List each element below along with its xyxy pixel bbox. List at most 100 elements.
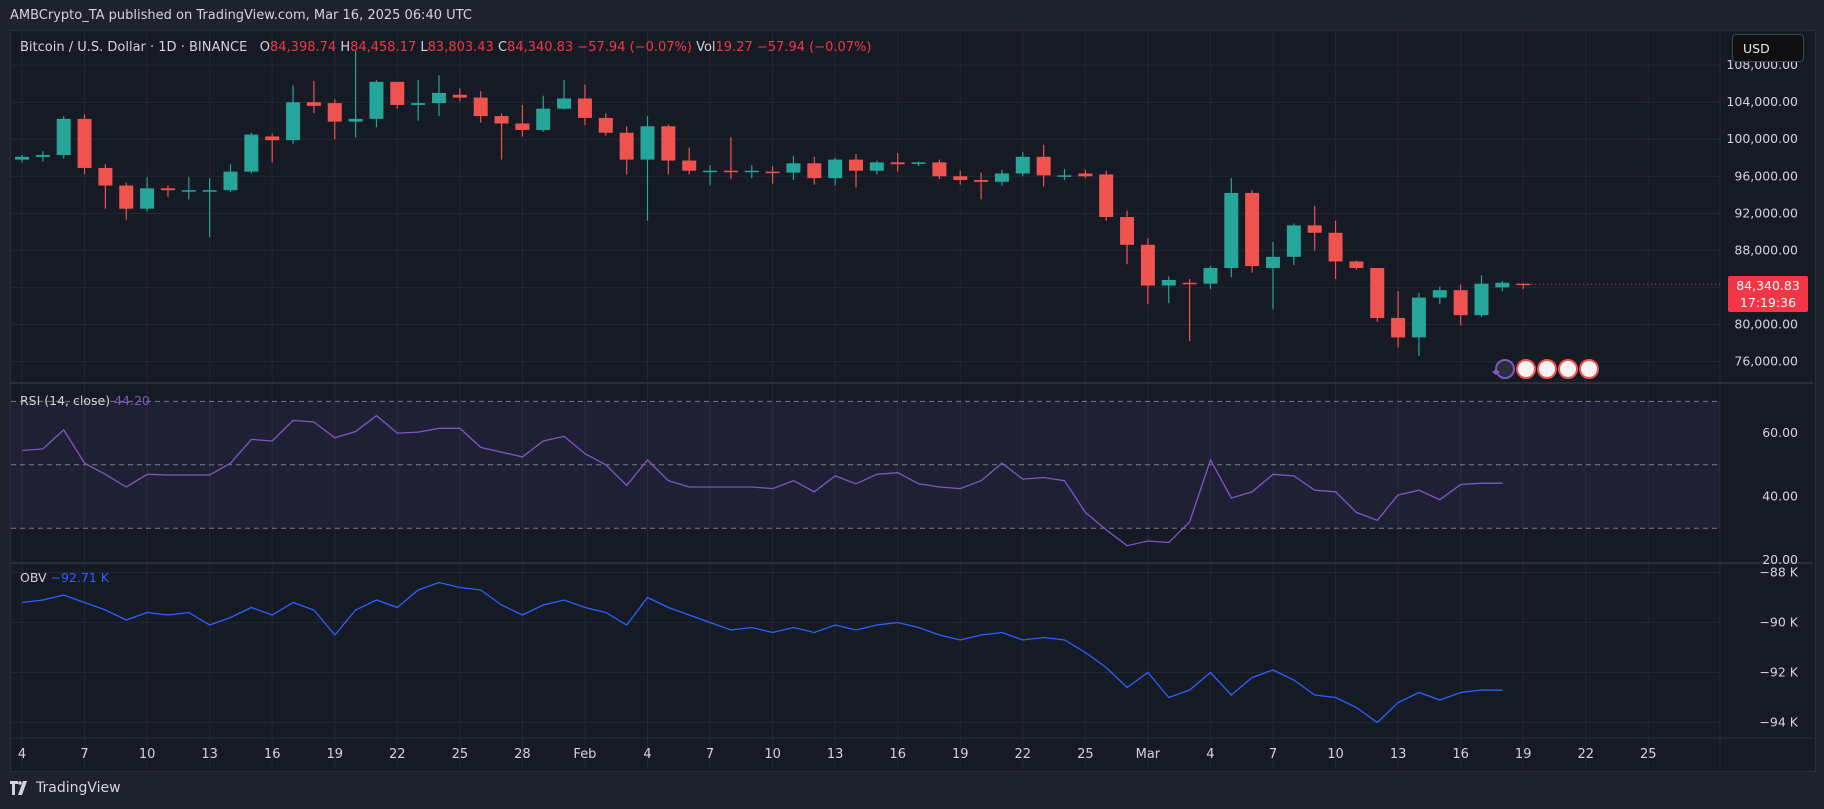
us-flag-event-icon <box>1558 359 1578 379</box>
x-tick-label: 13 <box>201 747 218 762</box>
candle-body <box>494 116 509 124</box>
candle-body <box>765 171 780 174</box>
candle-body <box>160 188 175 191</box>
candle-body <box>244 134 259 172</box>
rsi-line <box>21 414 1503 547</box>
x-tick-label: 7 <box>80 747 88 762</box>
x-tick-label: 10 <box>1327 747 1344 762</box>
candle-body <box>35 154 50 157</box>
candle-body <box>682 160 697 171</box>
candle-body <box>473 97 488 117</box>
x-tick-label: 4 <box>1206 747 1214 762</box>
volume-key: Vol <box>696 40 716 55</box>
candle-body <box>1099 174 1114 218</box>
candle-body <box>1182 282 1197 285</box>
volume-value: 19.27 <box>715 40 753 55</box>
rsi-axis-label: 60.00 <box>1762 425 1798 440</box>
candle-body <box>1349 261 1364 268</box>
x-tick-label: 16 <box>1452 747 1469 762</box>
x-tick-label: 19 <box>326 747 343 762</box>
candle-body <box>1411 297 1426 338</box>
x-tick-label: 16 <box>889 747 906 762</box>
candle-body <box>1328 232 1343 262</box>
price-axis-label: 96,000.00 <box>1734 168 1798 183</box>
candle-body <box>515 123 530 130</box>
obv-value: −92.71 K <box>50 570 110 585</box>
candle-body <box>1161 279 1176 286</box>
price-axis-label: 80,000.00 <box>1734 316 1798 331</box>
x-tick-label: 13 <box>827 747 844 762</box>
candle-body <box>619 132 634 160</box>
currency-button[interactable]: USD <box>1732 34 1804 62</box>
candle-body <box>1015 156 1030 174</box>
candle-body <box>911 162 926 164</box>
tradingview-brand[interactable]: TradingView <box>10 780 121 796</box>
x-tick-label: 7 <box>706 747 714 762</box>
dividend-event-icon <box>1495 359 1515 379</box>
candle-body <box>598 117 613 133</box>
candle-body <box>348 118 363 122</box>
x-tick-label: 13 <box>1390 747 1407 762</box>
obv-axis-label: −88 K <box>1759 565 1798 580</box>
x-tick-label: 25 <box>1077 747 1094 762</box>
bar-countdown: 17:19:36 <box>1739 295 1797 310</box>
candle-body <box>1203 267 1218 284</box>
obv-axis-label: −94 K <box>1759 715 1798 730</box>
candle-body <box>140 188 155 209</box>
price-axis-label: 76,000.00 <box>1734 353 1798 368</box>
candle-body <box>56 118 71 155</box>
x-tick-label: 22 <box>1015 747 1032 762</box>
x-tick-label: 28 <box>514 747 531 762</box>
candle-body <box>994 173 1009 182</box>
x-tick-label: 22 <box>1577 747 1594 762</box>
candle-body <box>1453 290 1468 316</box>
obv-name: OBV <box>20 570 47 585</box>
sparkle-icon <box>1492 369 1500 375</box>
rsi-name: RSI (14, close) <box>20 393 111 408</box>
obv-axis-label: −90 K <box>1759 615 1798 630</box>
candle-body <box>1057 175 1072 177</box>
x-tick-label: 4 <box>643 747 651 762</box>
candle-body <box>202 190 217 192</box>
last-price-tag: 84,340.83 17:19:36 <box>1728 276 1808 312</box>
candle-body <box>661 126 676 161</box>
volume-change: −57.94 (−0.07%) <box>756 40 872 55</box>
price-axis-label: 88,000.00 <box>1734 242 1798 257</box>
candle-body <box>119 185 134 209</box>
brand-name: TradingView <box>36 780 121 796</box>
obv-legend: OBV −92.71 K <box>20 570 109 585</box>
rsi-axis-label: 20.00 <box>1762 552 1798 567</box>
x-tick-label: 7 <box>1269 747 1277 762</box>
change-value: −57.94 (−0.07%) <box>577 40 692 55</box>
last-price: 84,340.83 <box>1736 278 1800 293</box>
candle-body <box>77 118 92 168</box>
candle-body <box>1307 225 1322 233</box>
candle-body <box>1120 217 1135 245</box>
candle-body <box>869 162 884 171</box>
candle-body <box>181 190 196 192</box>
candle-body <box>286 102 301 141</box>
x-tick-label: 19 <box>1515 747 1532 762</box>
x-tick-label: 19 <box>952 747 969 762</box>
x-tick-label: 22 <box>389 747 406 762</box>
candle-body <box>1286 225 1301 257</box>
candle-body <box>849 159 863 171</box>
x-tick-label: Mar <box>1136 747 1161 762</box>
candle-body <box>327 103 342 122</box>
symbol-name: Bitcoin / U.S. Dollar · 1D · BINANCE <box>20 40 248 55</box>
candle-body <box>786 163 801 173</box>
candle-body <box>807 163 822 179</box>
obv-axis-label: −92 K <box>1759 665 1798 680</box>
price-axis-label: 92,000.00 <box>1734 205 1798 220</box>
x-tick-label: 25 <box>1640 747 1657 762</box>
us-flag-event-icon <box>1537 359 1557 379</box>
candle-body <box>1036 156 1051 176</box>
candle-body <box>1391 317 1406 338</box>
candle-body <box>1140 244 1155 286</box>
x-tick-label: 4 <box>18 747 26 762</box>
x-tick-label: 16 <box>264 747 281 762</box>
candle-body <box>577 98 592 118</box>
candle-body <box>1474 283 1489 316</box>
low-value: 83,803.43 <box>427 40 494 55</box>
open-value: 84,398.74 <box>270 40 337 55</box>
